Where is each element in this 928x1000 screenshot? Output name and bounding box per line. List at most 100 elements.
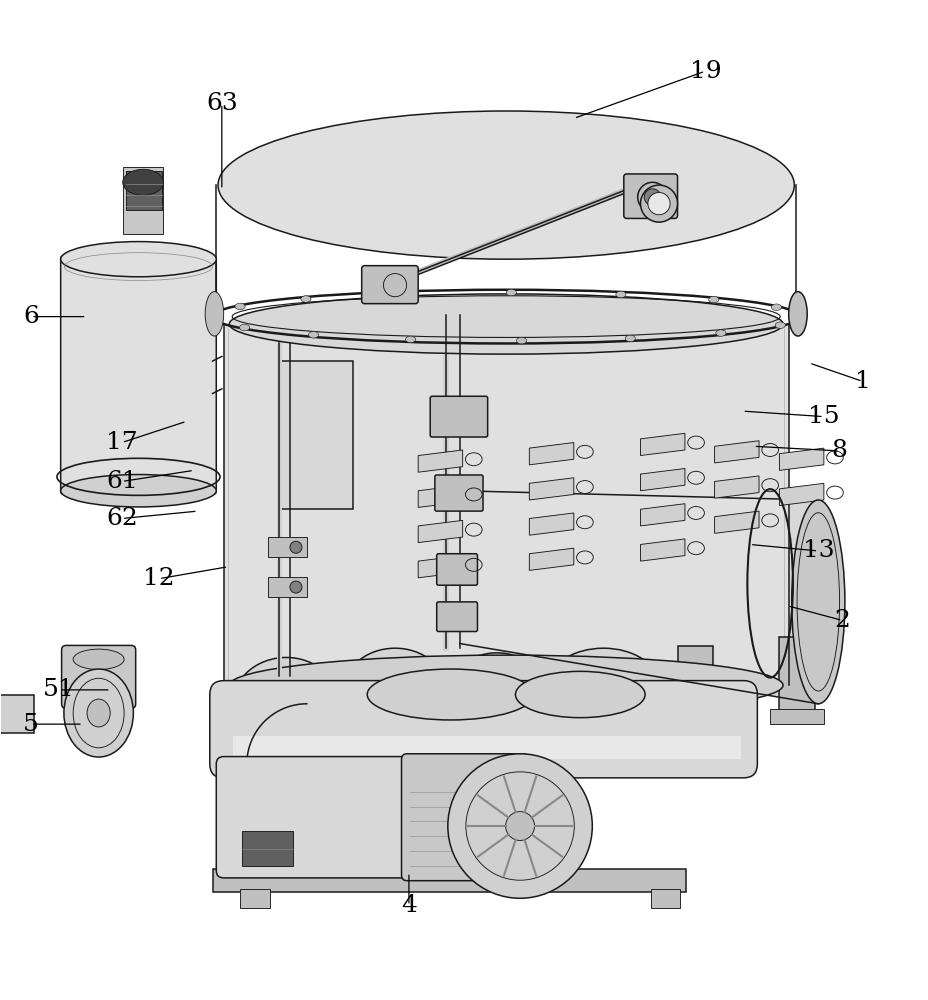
FancyBboxPatch shape bbox=[623, 174, 677, 218]
Ellipse shape bbox=[290, 541, 302, 553]
Polygon shape bbox=[418, 520, 462, 543]
Ellipse shape bbox=[647, 192, 669, 215]
FancyBboxPatch shape bbox=[216, 757, 420, 878]
Ellipse shape bbox=[235, 303, 245, 310]
FancyBboxPatch shape bbox=[361, 266, 418, 304]
Polygon shape bbox=[459, 491, 818, 704]
Polygon shape bbox=[714, 511, 758, 533]
Ellipse shape bbox=[239, 324, 250, 331]
Ellipse shape bbox=[229, 294, 782, 354]
Ellipse shape bbox=[233, 657, 339, 750]
Ellipse shape bbox=[205, 292, 224, 336]
Polygon shape bbox=[418, 485, 462, 507]
Polygon shape bbox=[639, 433, 684, 456]
Ellipse shape bbox=[247, 120, 727, 231]
Bar bbox=[233, 736, 741, 759]
Ellipse shape bbox=[73, 649, 124, 669]
Bar bbox=[242, 831, 293, 866]
FancyBboxPatch shape bbox=[61, 645, 135, 708]
Ellipse shape bbox=[60, 475, 216, 507]
Ellipse shape bbox=[615, 291, 625, 298]
Text: 13: 13 bbox=[802, 539, 833, 562]
Polygon shape bbox=[714, 476, 758, 498]
Bar bbox=[213, 869, 685, 892]
Polygon shape bbox=[639, 469, 684, 491]
Polygon shape bbox=[418, 450, 462, 472]
FancyBboxPatch shape bbox=[434, 475, 483, 511]
Ellipse shape bbox=[208, 312, 218, 319]
Bar bbox=[0, 695, 33, 733]
Polygon shape bbox=[639, 504, 684, 526]
Ellipse shape bbox=[791, 500, 844, 704]
Ellipse shape bbox=[64, 669, 134, 757]
Text: 8: 8 bbox=[831, 439, 846, 462]
Ellipse shape bbox=[343, 648, 445, 732]
Ellipse shape bbox=[548, 648, 658, 722]
Ellipse shape bbox=[122, 169, 163, 195]
Text: 19: 19 bbox=[689, 60, 720, 83]
Ellipse shape bbox=[218, 111, 793, 259]
Bar bbox=[122, 167, 163, 234]
Ellipse shape bbox=[367, 669, 534, 720]
Polygon shape bbox=[779, 483, 823, 506]
Ellipse shape bbox=[383, 274, 406, 297]
Ellipse shape bbox=[515, 671, 644, 718]
Ellipse shape bbox=[506, 289, 516, 296]
Polygon shape bbox=[529, 548, 574, 570]
Polygon shape bbox=[529, 513, 574, 535]
Ellipse shape bbox=[445, 653, 548, 741]
Ellipse shape bbox=[87, 699, 110, 727]
Ellipse shape bbox=[505, 812, 534, 840]
Ellipse shape bbox=[447, 754, 592, 898]
Bar bbox=[268, 577, 307, 597]
Bar bbox=[650, 889, 679, 908]
Ellipse shape bbox=[774, 322, 784, 328]
FancyBboxPatch shape bbox=[430, 396, 487, 437]
Ellipse shape bbox=[639, 185, 677, 222]
Ellipse shape bbox=[708, 296, 718, 303]
Text: 15: 15 bbox=[807, 405, 839, 428]
Ellipse shape bbox=[788, 292, 806, 336]
Ellipse shape bbox=[516, 337, 526, 344]
FancyBboxPatch shape bbox=[436, 602, 477, 632]
Polygon shape bbox=[779, 448, 823, 470]
Polygon shape bbox=[639, 539, 684, 561]
Polygon shape bbox=[224, 324, 788, 685]
Text: 17: 17 bbox=[106, 431, 137, 454]
Ellipse shape bbox=[290, 581, 302, 593]
Text: 2: 2 bbox=[833, 609, 849, 632]
Ellipse shape bbox=[643, 189, 660, 205]
FancyBboxPatch shape bbox=[436, 554, 477, 585]
Text: 62: 62 bbox=[106, 507, 137, 530]
Text: 12: 12 bbox=[143, 567, 174, 590]
Bar bbox=[126, 171, 161, 210]
Ellipse shape bbox=[715, 330, 725, 336]
Ellipse shape bbox=[625, 335, 635, 342]
Bar bbox=[667, 719, 721, 733]
FancyBboxPatch shape bbox=[401, 754, 528, 881]
Ellipse shape bbox=[60, 242, 216, 277]
Text: 5: 5 bbox=[23, 713, 39, 736]
Text: 4: 4 bbox=[401, 894, 417, 917]
Bar bbox=[268, 537, 307, 557]
Bar bbox=[779, 637, 814, 713]
Ellipse shape bbox=[405, 336, 415, 343]
FancyBboxPatch shape bbox=[210, 681, 756, 778]
Text: 51: 51 bbox=[43, 678, 74, 701]
Bar bbox=[279, 361, 353, 509]
Polygon shape bbox=[418, 556, 462, 578]
FancyBboxPatch shape bbox=[60, 255, 216, 494]
Text: 63: 63 bbox=[206, 92, 238, 115]
Bar bbox=[240, 889, 270, 908]
Text: 1: 1 bbox=[854, 370, 870, 393]
Text: 6: 6 bbox=[23, 305, 39, 328]
Ellipse shape bbox=[308, 332, 318, 338]
Polygon shape bbox=[529, 443, 574, 465]
Ellipse shape bbox=[793, 313, 804, 319]
Polygon shape bbox=[714, 441, 758, 463]
Polygon shape bbox=[529, 478, 574, 500]
Bar bbox=[769, 709, 823, 724]
Ellipse shape bbox=[637, 182, 666, 212]
Text: 61: 61 bbox=[106, 470, 137, 493]
Ellipse shape bbox=[395, 291, 406, 297]
